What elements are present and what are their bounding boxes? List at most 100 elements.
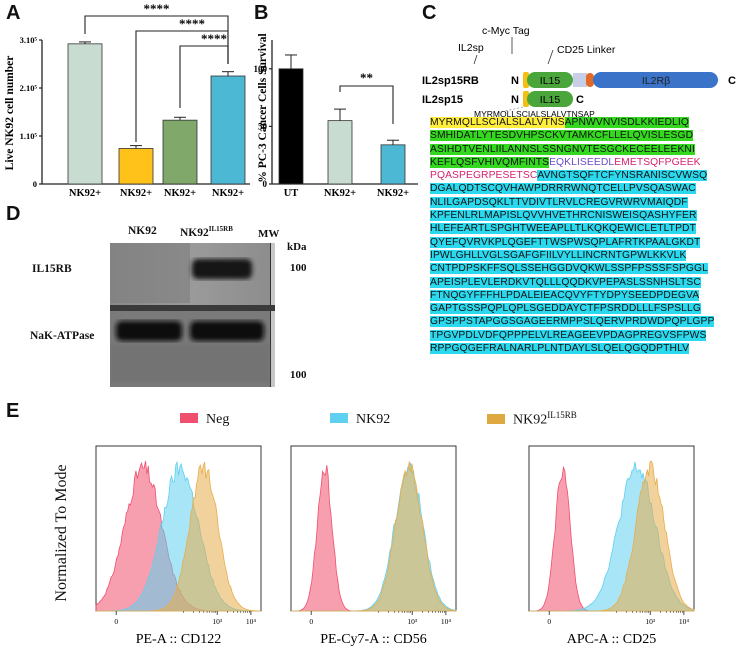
chart-a-bar [67,43,103,185]
histogram-series-nk92il15rb [529,460,695,612]
seq-il15-4: KEFLQSFVHIVQMFINTS [430,156,550,168]
seq-line-5: PQASPEGRPESETSCAVNGTSQFTCFYNSRANISCVWSQ [430,169,742,182]
panel-label-c: C [422,2,437,24]
chart-a-ytick-label: 1.10⁵ [20,131,38,141]
histogram-xtick-label: 10⁴ [441,617,452,626]
blot-band-nak-lane2 [190,321,264,341]
chart-b-ytick-label: 0 [263,179,268,189]
blot-lane-nk92: NK92 [128,225,157,237]
chart-b-bar [380,144,406,185]
seq-line-14: FTNQGYFFFHLPDALEIEACQVYFTYDPYSEEDPDEGVA [430,289,742,302]
seq-line-7: NLILGAPDSQKLTTVDIVTLRVLCREGVRWRVMAIQDF [430,196,742,209]
chart-a: Live NK92 cell number 0 1.10⁵ 2.10⁵ 3.10⁵ N… [4,1,250,199]
chart-a-bar [210,75,246,185]
blot-smear [110,343,270,383]
blot-lane1-top [110,243,190,303]
chart-a-ytick-label: 3.10⁵ [20,35,38,45]
chart-a-ytick-label: 0 [33,179,37,189]
legend-nk92: NK92 [330,412,390,428]
construct2-il15-label: IL15 [540,94,561,106]
histogram-xtick-label: 10⁴ [679,617,690,626]
blot-kda-label: kDa [287,241,307,253]
blot-right-edge [270,243,275,387]
protein-sequence: MYRMQLLSCIALSLALVTNSAPNWVNVISDLKKIEDLIQ … [430,116,742,355]
seq-il15-3: ASIHDTVENLIILANNSLSSNGNVTESGCKECEELEEKNI [430,143,695,155]
seq-il2rb-4: KPFENLRLMAPISLQVVHVETHRCNISWEISQASHYFER [430,210,697,222]
chart-a-ytick-label: 2.10⁵ [20,83,38,93]
histogram-xlabel: PE-A :: CD122 [136,632,222,647]
chart-b-ytick-label: 50 [258,121,268,131]
seq-il2rb-7: IPWLGHLLVGLSGAFGFIILVYLLINCRNTGPWLKKVLK [430,249,687,261]
chart-a-sig-stars: **** [144,1,170,16]
seq-line-12: CNTPDPSKFFSQLSSEHGGDVQKWLSSPFPSSSFSPGGL [430,262,742,275]
construct1-il15-domain [527,72,573,88]
blot-strip-divider [110,305,275,311]
seq-line-10: QYEFQVRVKPLQGEFTTWSPWSQPLAFRTKPAALGKDT [430,236,742,249]
arrow-linker [547,49,554,65]
blot-lane-nk92-il15rb: NK92IL15RB [180,225,233,239]
construct1-signal-peptide [523,72,529,88]
chart-a-sig-stars: **** [201,31,227,46]
label-myc-tag: c-Myc Tag [482,25,530,37]
seq-line-17: TPGVPDLVDFQPPPELVLREAGEEVPDAGPREGVSFPWS [430,329,742,342]
blot-lane-mw: MW [258,228,280,240]
histogram-xlabel: APC-A :: CD25 [567,632,656,647]
construct1-il15-label: IL15 [540,75,561,87]
chart-a-bar [118,148,154,185]
chart-a-xtick-label: NK92+ [69,188,101,199]
seq-line-15: GAPTGSSPQPLQPLSGEDDAYCTFPSRDDLLLFSPSLLG [430,302,742,315]
construct1-cd25-linker [586,73,594,87]
chart-a-bar [162,119,198,185]
seq-il2rb-11: GAPTGSSPQPLQPLSGEDDAYCTFPSRDDLLLFSPSLLG [430,303,701,315]
seq-line-2: SMHIDATLYTESDVHPSCKVTAMKCFLLELQVISLESGD [430,129,742,142]
panel-label-a: A [6,2,21,24]
seq-linker-2: PQASPEGRPESETSC [430,170,538,182]
seq-line-3: ASIHDTVENLIILANNSLSSNGNVTESGCKECEELEEKNI [430,143,742,156]
chart-b-ytick-label: 100 [254,64,268,74]
seq-il2rb-14: RPPGQGEFRALNARLPLNTDAYLSLQELQGQDPTHLV [430,343,690,355]
histogram-xtick-label: 0 [309,617,313,626]
histogram-series-nk92il15rb [96,461,262,612]
construct1-myc-tag [573,73,587,87]
chart-b-xtick-label: NK92+ [324,188,356,199]
construct-schematic: c-Myc Tag CD25 Linker IL2sp IL2sp15RB N … [422,25,736,118]
chart-b: % PC-3 Cancer Cells Survival 0 50 100 UT NK… [254,33,418,199]
seq-il2rb-3: NLILGAPDSQKLTTVDIVTLRVLCREGVRWRVMAIQDF [430,196,688,208]
panel-label-e: E [6,400,20,422]
histogram-xtick-label: 0 [114,617,118,626]
histogram-xlabel: PE-Cy7-A :: CD56 [320,632,427,647]
label-il2sp: IL2sp [458,42,484,54]
seq-line-8: KPFENLRLMAPISLQVVHVETHRCNISWEISQASHYFER [430,209,742,222]
panel-label-d: D [6,203,21,225]
seq-line-6: DGALQDTSCQVHAWPDRRRWNQTCELLPVSQASWAC [430,182,742,195]
chart-a-xtick-label: NK92+ [120,188,152,199]
chart-b-sig-stars: ** [360,70,373,85]
chart-a-sig-stars: **** [179,16,205,31]
chart-a-sig-bracket [179,45,229,108]
construct2-signal-peptide [523,91,529,107]
seq-il2rb-1: AVNGTSQFTCFYNSRANISCVWSQ [537,170,708,182]
construct1-n: N [511,75,519,87]
histogram-xtick-label: 10⁴ [246,617,256,626]
panel-label-b: B [254,2,269,24]
chart-b-bar [278,68,304,185]
histogram-series-nk92il15rb [291,461,457,612]
seq-line-4: KEFLQSFVHIVQMFINTSEQKLISEEDLEMETSQFPGEEK [430,156,742,169]
legend-neg: Neg [180,412,229,428]
chart-b-xtick-label: NK92+ [377,188,409,199]
seq-il2rb-12: GPSPPSTAPGGSGAGEERMPPSLQERVPRDWDPQPLGPP [430,316,715,328]
legend-swatch-nk92 [330,413,348,423]
histogram-xtick-label: 10³ [645,617,656,626]
construct1-c: C [728,75,736,87]
construct1-name: IL2sp15RB [422,75,479,87]
chart-a-ylabel: Live NK92 cell number [4,56,16,171]
chart-b-ylabel: % PC-3 Cancer Cells Survival [257,33,269,182]
construct2-il15-domain [527,91,573,107]
arrow-il2sp [473,54,478,65]
blot-edge-line [270,243,271,387]
chart-b-bar [327,120,353,185]
construct2-name: IL2sp15 [422,94,463,106]
blot-band-il15rb [192,259,252,279]
